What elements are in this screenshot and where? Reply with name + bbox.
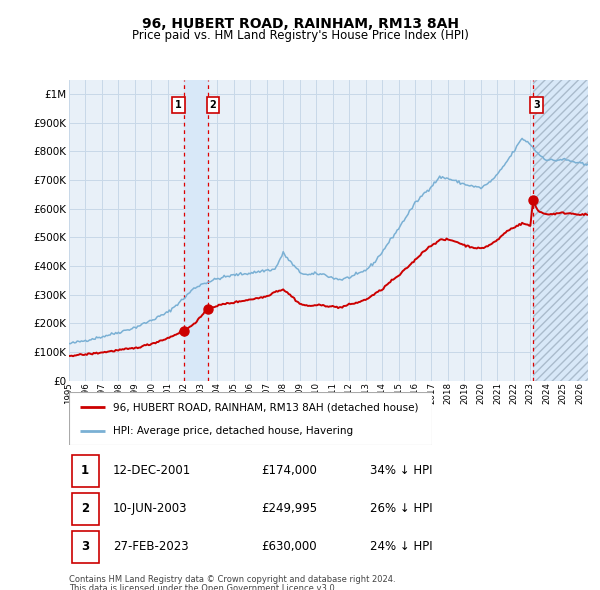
Text: Contains HM Land Registry data © Crown copyright and database right 2024.: Contains HM Land Registry data © Crown c… (69, 575, 395, 584)
Text: 96, HUBERT ROAD, RAINHAM, RM13 8AH (detached house): 96, HUBERT ROAD, RAINHAM, RM13 8AH (deta… (113, 402, 418, 412)
FancyBboxPatch shape (69, 392, 432, 445)
Bar (533, 80, 588, 381)
Bar (184, 80, 208, 381)
Text: 3: 3 (533, 100, 539, 110)
Text: This data is licensed under the Open Government Licence v3.0.: This data is licensed under the Open Gov… (69, 584, 337, 590)
Text: 1: 1 (175, 100, 182, 110)
Text: £249,995: £249,995 (261, 502, 317, 516)
Text: 2: 2 (209, 100, 217, 110)
Text: £174,000: £174,000 (261, 464, 317, 477)
Text: 96, HUBERT ROAD, RAINHAM, RM13 8AH: 96, HUBERT ROAD, RAINHAM, RM13 8AH (142, 17, 458, 31)
Text: 34% ↓ HPI: 34% ↓ HPI (370, 464, 433, 477)
Text: Price paid vs. HM Land Registry's House Price Index (HPI): Price paid vs. HM Land Registry's House … (131, 30, 469, 42)
Text: 10-JUN-2003: 10-JUN-2003 (113, 502, 188, 516)
Text: HPI: Average price, detached house, Havering: HPI: Average price, detached house, Have… (113, 425, 353, 435)
Text: £630,000: £630,000 (261, 540, 317, 553)
Text: 1: 1 (81, 464, 89, 477)
FancyBboxPatch shape (71, 455, 98, 487)
Text: 26% ↓ HPI: 26% ↓ HPI (370, 502, 433, 516)
Text: 24% ↓ HPI: 24% ↓ HPI (370, 540, 433, 553)
Text: 3: 3 (81, 540, 89, 553)
Text: 27-FEB-2023: 27-FEB-2023 (113, 540, 189, 553)
FancyBboxPatch shape (71, 531, 98, 563)
Text: 12-DEC-2001: 12-DEC-2001 (113, 464, 191, 477)
Text: 2: 2 (81, 502, 89, 516)
FancyBboxPatch shape (71, 493, 98, 525)
Bar (533, 80, 588, 381)
